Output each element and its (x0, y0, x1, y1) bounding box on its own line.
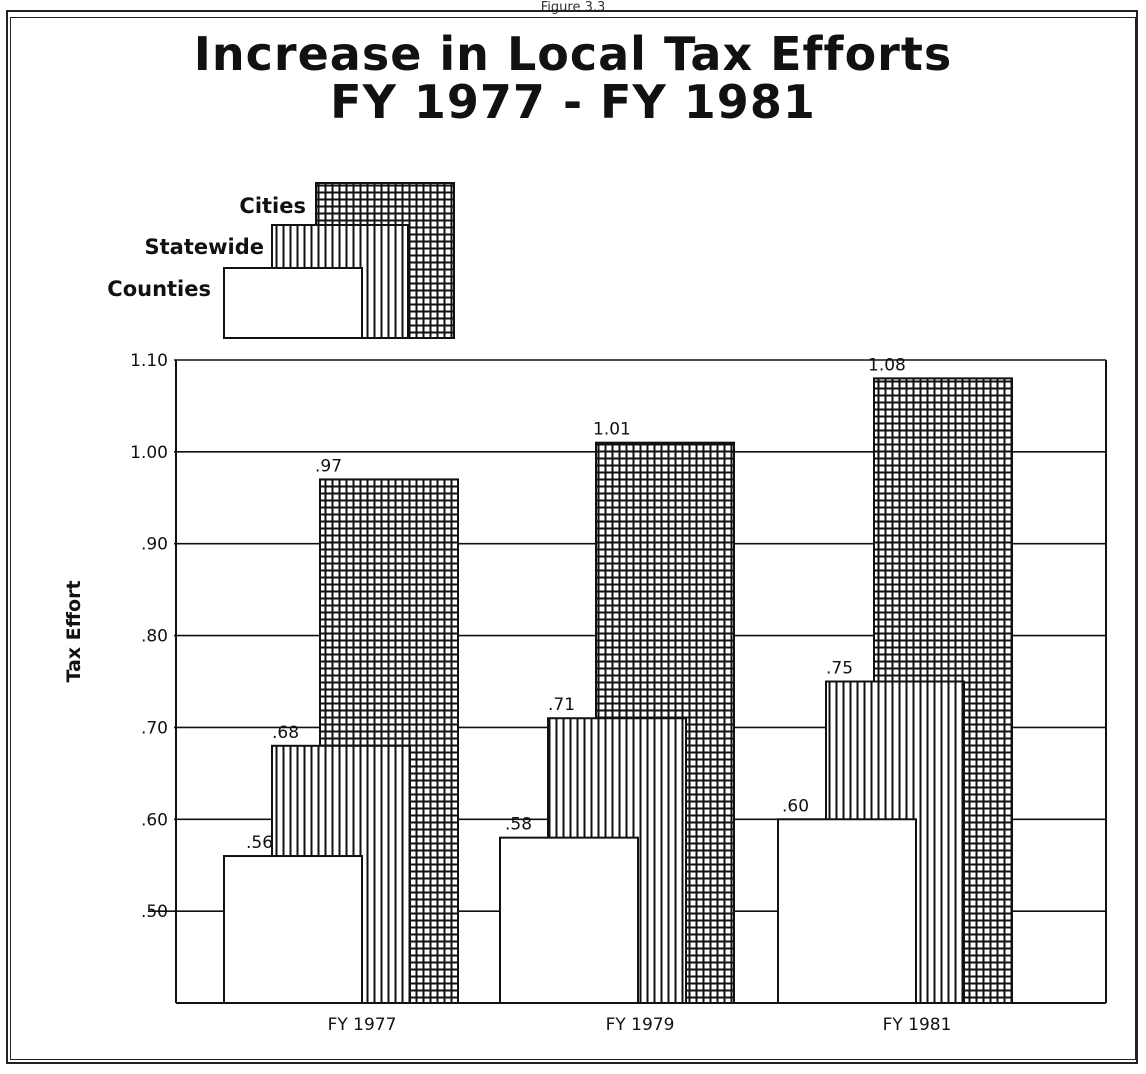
outer-frame (6, 10, 1138, 1064)
data-label: .58 (505, 815, 532, 835)
data-label: .75 (826, 659, 853, 679)
bar-counties-0 (223, 855, 363, 1004)
data-label: 1.01 (593, 420, 631, 440)
chart-title-block: Increase in Local Tax Efforts FY 1977 - … (0, 30, 1146, 126)
y-axis-label: Tax Effort (63, 580, 85, 682)
data-label: 1.08 (868, 355, 906, 375)
y-tick-label: .90 (141, 535, 168, 555)
data-label: .60 (782, 796, 809, 816)
x-tick-label: FY 1981 (883, 1015, 952, 1035)
data-label: .56 (246, 833, 273, 853)
y-tick-label: 1.10 (130, 351, 168, 371)
legend-label-counties: Counties (107, 277, 211, 301)
inner-frame (10, 17, 1136, 1060)
data-label: .68 (272, 723, 299, 743)
chart-title: Increase in Local Tax Efforts (193, 27, 953, 81)
data-label: .97 (315, 456, 342, 476)
legend-label-cities: Cities (239, 194, 306, 218)
y-tick-label: 1.00 (130, 443, 168, 463)
y-tick-label: .50 (141, 902, 168, 922)
y-tick-label: .60 (141, 810, 168, 830)
x-tick-label: FY 1979 (606, 1015, 675, 1035)
data-label: .71 (548, 695, 575, 715)
chart-subtitle: FY 1977 - FY 1981 (330, 75, 816, 129)
y-tick-label: .70 (141, 718, 168, 738)
legend-swatch-counties (223, 267, 363, 339)
bar-counties-2 (777, 818, 917, 1004)
bar-counties-1 (499, 836, 639, 1005)
legend-label-statewide: Statewide (145, 235, 265, 259)
y-tick-label: .80 (141, 627, 168, 647)
x-tick-label: FY 1977 (328, 1015, 397, 1035)
